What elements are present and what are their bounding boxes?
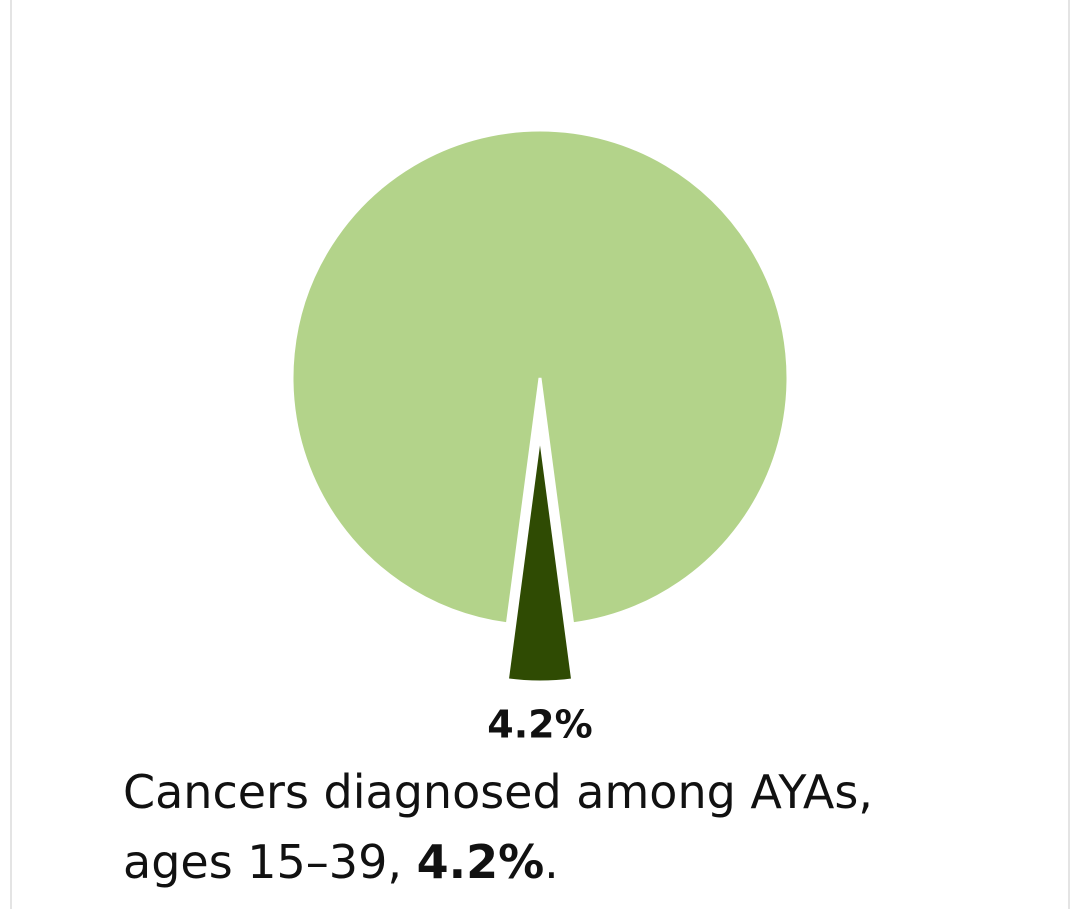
data-label: 4.2% [487,703,592,747]
pie-slice [505,433,575,684]
caption-line: ages 15–39, 4.2%. [123,835,559,889]
caption-end: . [544,835,559,889]
caption-text: ages 15–39, [123,835,402,889]
pie-slice [290,128,790,626]
caption-line: Cancers diagnosed among AYAs, [123,765,873,819]
caption-emphasis: 4.2% [416,835,545,889]
